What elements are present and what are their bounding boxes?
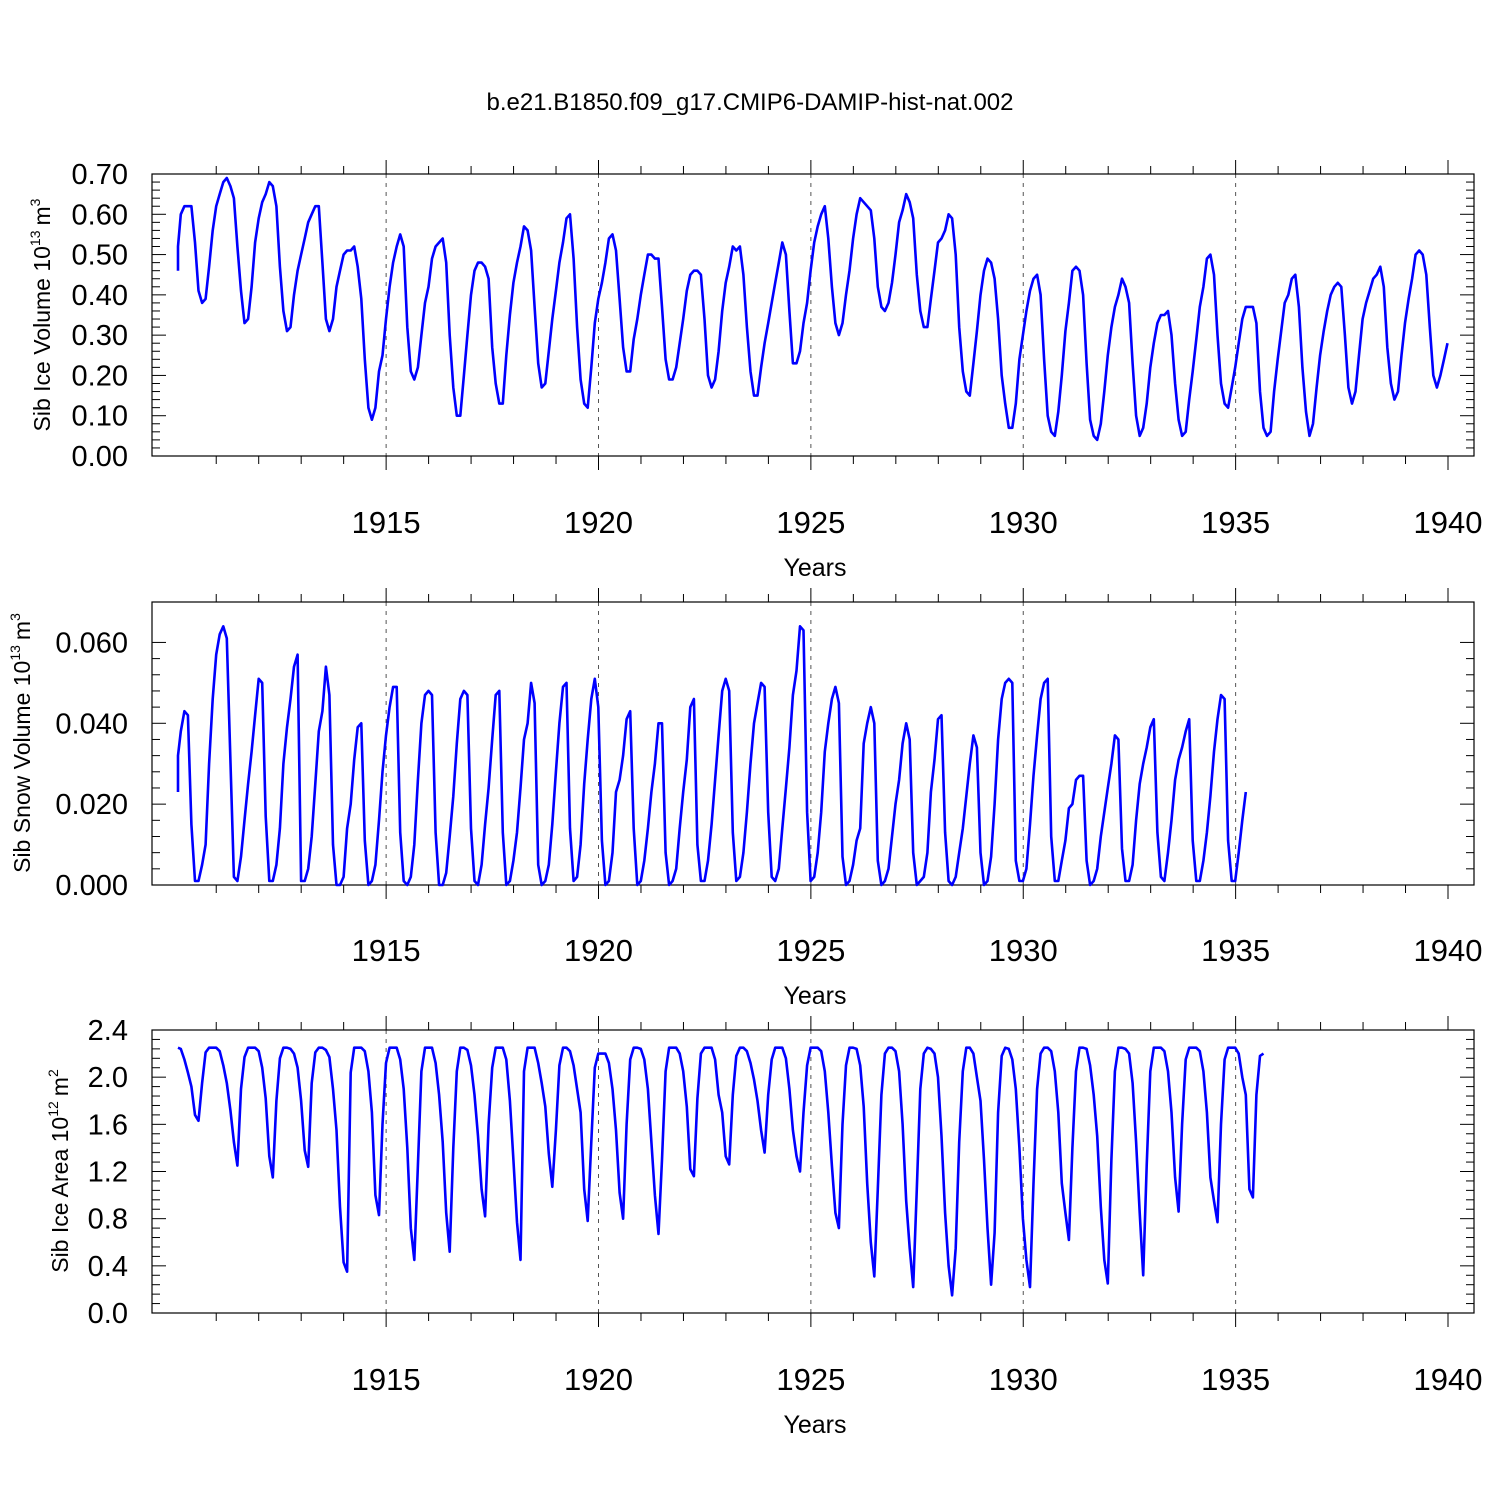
plot-frame bbox=[151, 601, 1475, 886]
y-axis-label-unit-exponent: 3 bbox=[27, 198, 43, 206]
y-tick-label: 0.70 bbox=[72, 159, 128, 191]
x-tick-label: 1935 bbox=[1201, 1362, 1270, 1397]
y-tick-label: 0.4 bbox=[88, 1251, 128, 1283]
x-tick-label: 1930 bbox=[989, 933, 1058, 968]
y-axis-label-text: Sib Snow Volume 10 bbox=[9, 661, 35, 873]
x-tick-label: 1920 bbox=[564, 933, 633, 968]
series-line bbox=[176, 176, 1449, 442]
y-tick-label: 0.10 bbox=[72, 401, 128, 433]
y-tick-label: 0.00 bbox=[72, 441, 128, 473]
series-line bbox=[177, 1046, 1265, 1297]
x-tick-label: 1925 bbox=[776, 933, 845, 968]
x-tick-label: 1920 bbox=[564, 505, 633, 540]
x-axis-label: Years bbox=[783, 554, 846, 582]
x-tick-label: 1940 bbox=[1414, 1362, 1483, 1397]
x-tick-label: 1930 bbox=[989, 1362, 1058, 1397]
y-tick-label: 0.000 bbox=[55, 870, 128, 902]
y-axis-label-text: Sib Ice Volume 10 bbox=[29, 246, 55, 431]
y-tick-label: 0.040 bbox=[55, 708, 128, 740]
y-axis-label-unit-exponent: 3 bbox=[7, 613, 23, 621]
series-line bbox=[176, 624, 1248, 887]
y-tick-label: 0.30 bbox=[72, 320, 128, 352]
x-tick-label: 1930 bbox=[989, 505, 1058, 540]
y-axis-label-exponent: 13 bbox=[7, 645, 23, 661]
x-tick-label: 1915 bbox=[352, 933, 421, 968]
x-tick-label: 1940 bbox=[1414, 933, 1483, 968]
x-tick-label: 1925 bbox=[776, 505, 845, 540]
y-tick-label: 0.8 bbox=[88, 1204, 128, 1236]
panels: 1915 1920 1925 1930 1935 1940 0.00 0.10 0.20 0.30… bbox=[7, 159, 1482, 1439]
y-axis-label: Sib Ice Volume 1013 m3 bbox=[27, 198, 55, 431]
y-tick-label: 1.2 bbox=[88, 1157, 128, 1189]
y-tick-label: 2.4 bbox=[88, 1015, 128, 1047]
y-axis-label-unit: m bbox=[47, 1077, 73, 1096]
x-tick-label: 1915 bbox=[352, 1362, 421, 1397]
y-tick-label: 0.0 bbox=[88, 1298, 128, 1330]
y-tick-label: 0.20 bbox=[72, 360, 128, 392]
x-tick-label: 1940 bbox=[1414, 505, 1483, 540]
x-axis-label: Years bbox=[783, 1411, 846, 1439]
y-tick-label: 0.020 bbox=[55, 789, 128, 821]
y-tick-label: 0.50 bbox=[72, 240, 128, 272]
y-tick-label: 0.40 bbox=[72, 280, 128, 312]
y-tick-label: 2.0 bbox=[88, 1062, 128, 1094]
y-axis-label: Sib Snow Volume 1013 m3 bbox=[7, 613, 35, 873]
y-tick-label: 0.60 bbox=[72, 199, 128, 231]
y-axis-label-unit: m bbox=[29, 206, 55, 225]
x-tick-label: 1915 bbox=[352, 505, 421, 540]
y-tick-label: 1.6 bbox=[88, 1109, 128, 1141]
y-axis-label-exponent: 12 bbox=[45, 1101, 61, 1117]
y-axis-label-text: Sib Ice Area 10 bbox=[47, 1117, 73, 1273]
x-tick-label: 1935 bbox=[1201, 505, 1270, 540]
x-axis-label: Years bbox=[783, 982, 846, 1010]
y-tick-label: 0.060 bbox=[55, 627, 128, 659]
y-axis-label-exponent: 13 bbox=[27, 230, 43, 246]
y-axis-label-unit: m bbox=[9, 621, 35, 640]
plot-frame bbox=[151, 173, 1475, 457]
x-tick-label: 1935 bbox=[1201, 933, 1270, 968]
panel-2: 1915 1920 1925 1930 1935 1940 0.000 0.020 0.040 0… bbox=[7, 588, 1482, 1010]
figure-title: b.e21.B1850.f09_g17.CMIP6-DAMIP-hist-nat… bbox=[487, 89, 1014, 116]
x-tick-label: 1925 bbox=[776, 1362, 845, 1397]
y-axis-label: Sib Ice Area 1012 m2 bbox=[45, 1069, 73, 1273]
x-tick-label: 1920 bbox=[564, 1362, 633, 1397]
y-axis-label-unit-exponent: 2 bbox=[45, 1069, 61, 1077]
panel-3: 1915 1920 1925 1930 1935 1940 0.0 0.4 0.8 1.2 1.6 2… bbox=[45, 1015, 1482, 1439]
panel-1: 1915 1920 1925 1930 1935 1940 0.00 0.10 0.20 0.30… bbox=[27, 159, 1482, 582]
